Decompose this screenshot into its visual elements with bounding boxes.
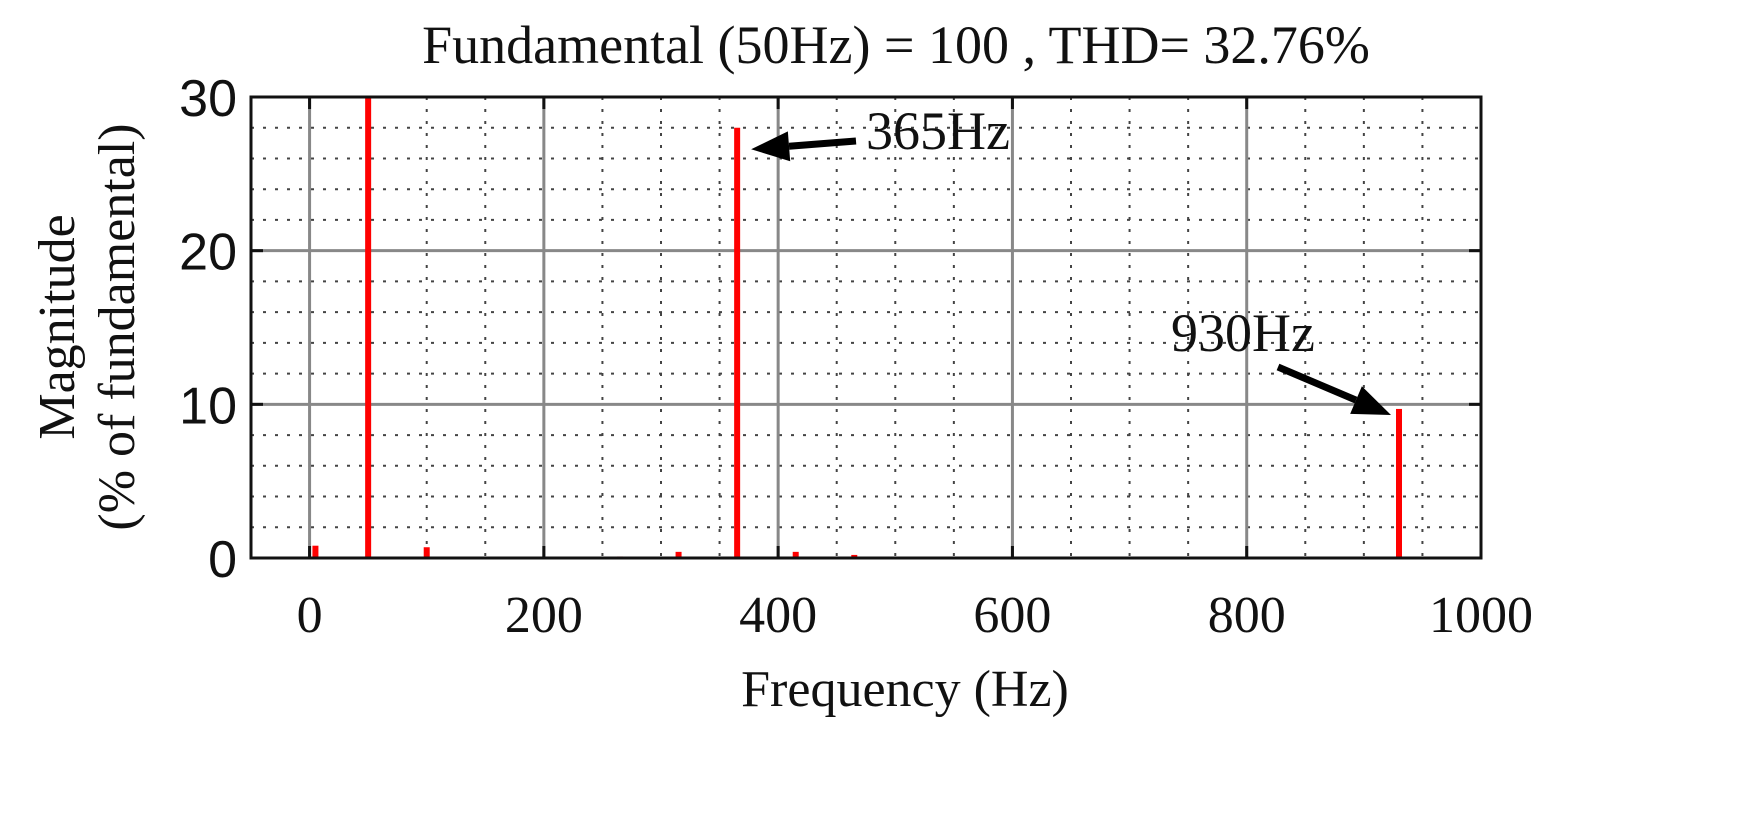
annotations: 365Hz 930Hz: [751, 101, 1391, 415]
x-tick-label: 200: [505, 587, 583, 644]
harmonic-bar: [734, 127, 741, 558]
harmonic-bar: [423, 547, 430, 558]
x-tick-labels: 0 200 400 600 800 1000: [297, 587, 1533, 644]
x-tick-label: 600: [973, 587, 1051, 644]
annotation-arrow-head: [751, 131, 791, 162]
harmonic-bar: [365, 97, 372, 558]
harmonic-bar: [1396, 408, 1402, 558]
harmonic-bar: [851, 554, 858, 558]
x-tick-label: 0: [297, 587, 323, 644]
chart-title: Fundamental (50Hz) = 100 , THD= 32.76%: [422, 15, 1370, 75]
y-axis-label-line1: Magnitude: [29, 214, 86, 439]
harmonic-bar: [675, 551, 682, 558]
x-tick-label: 400: [739, 587, 817, 644]
y-axis-label: Magnitude (% of fundamental): [29, 123, 146, 530]
harmonic-bar: [792, 551, 799, 558]
x-tick-label: 1000: [1429, 587, 1533, 644]
plot-frame: [249, 95, 1483, 560]
x-tick-label: 800: [1208, 587, 1286, 644]
y-tick-label: 30: [179, 70, 237, 128]
y-tick-label: 0: [208, 531, 237, 589]
plot-area: [251, 97, 1481, 558]
annotation-arrow-head: [1350, 386, 1391, 415]
y-tick-label: 10: [179, 377, 237, 435]
minor-grid: [251, 97, 1481, 558]
annotation-arrow-shaft: [788, 137, 857, 150]
y-tick-labels: 0 10 20 30: [179, 70, 237, 589]
y-axis-label-line2: (% of fundamental): [89, 123, 146, 530]
y-tick-label: 20: [179, 224, 237, 282]
x-axis-label: Frequency (Hz): [741, 661, 1069, 718]
harmonic-bar: [312, 545, 319, 558]
annotation-arrow-shaft: [1276, 363, 1358, 404]
major-grid: [251, 95, 1483, 560]
annotation-label: 365Hz: [866, 101, 1010, 161]
annotation-label: 930Hz: [1171, 303, 1315, 363]
